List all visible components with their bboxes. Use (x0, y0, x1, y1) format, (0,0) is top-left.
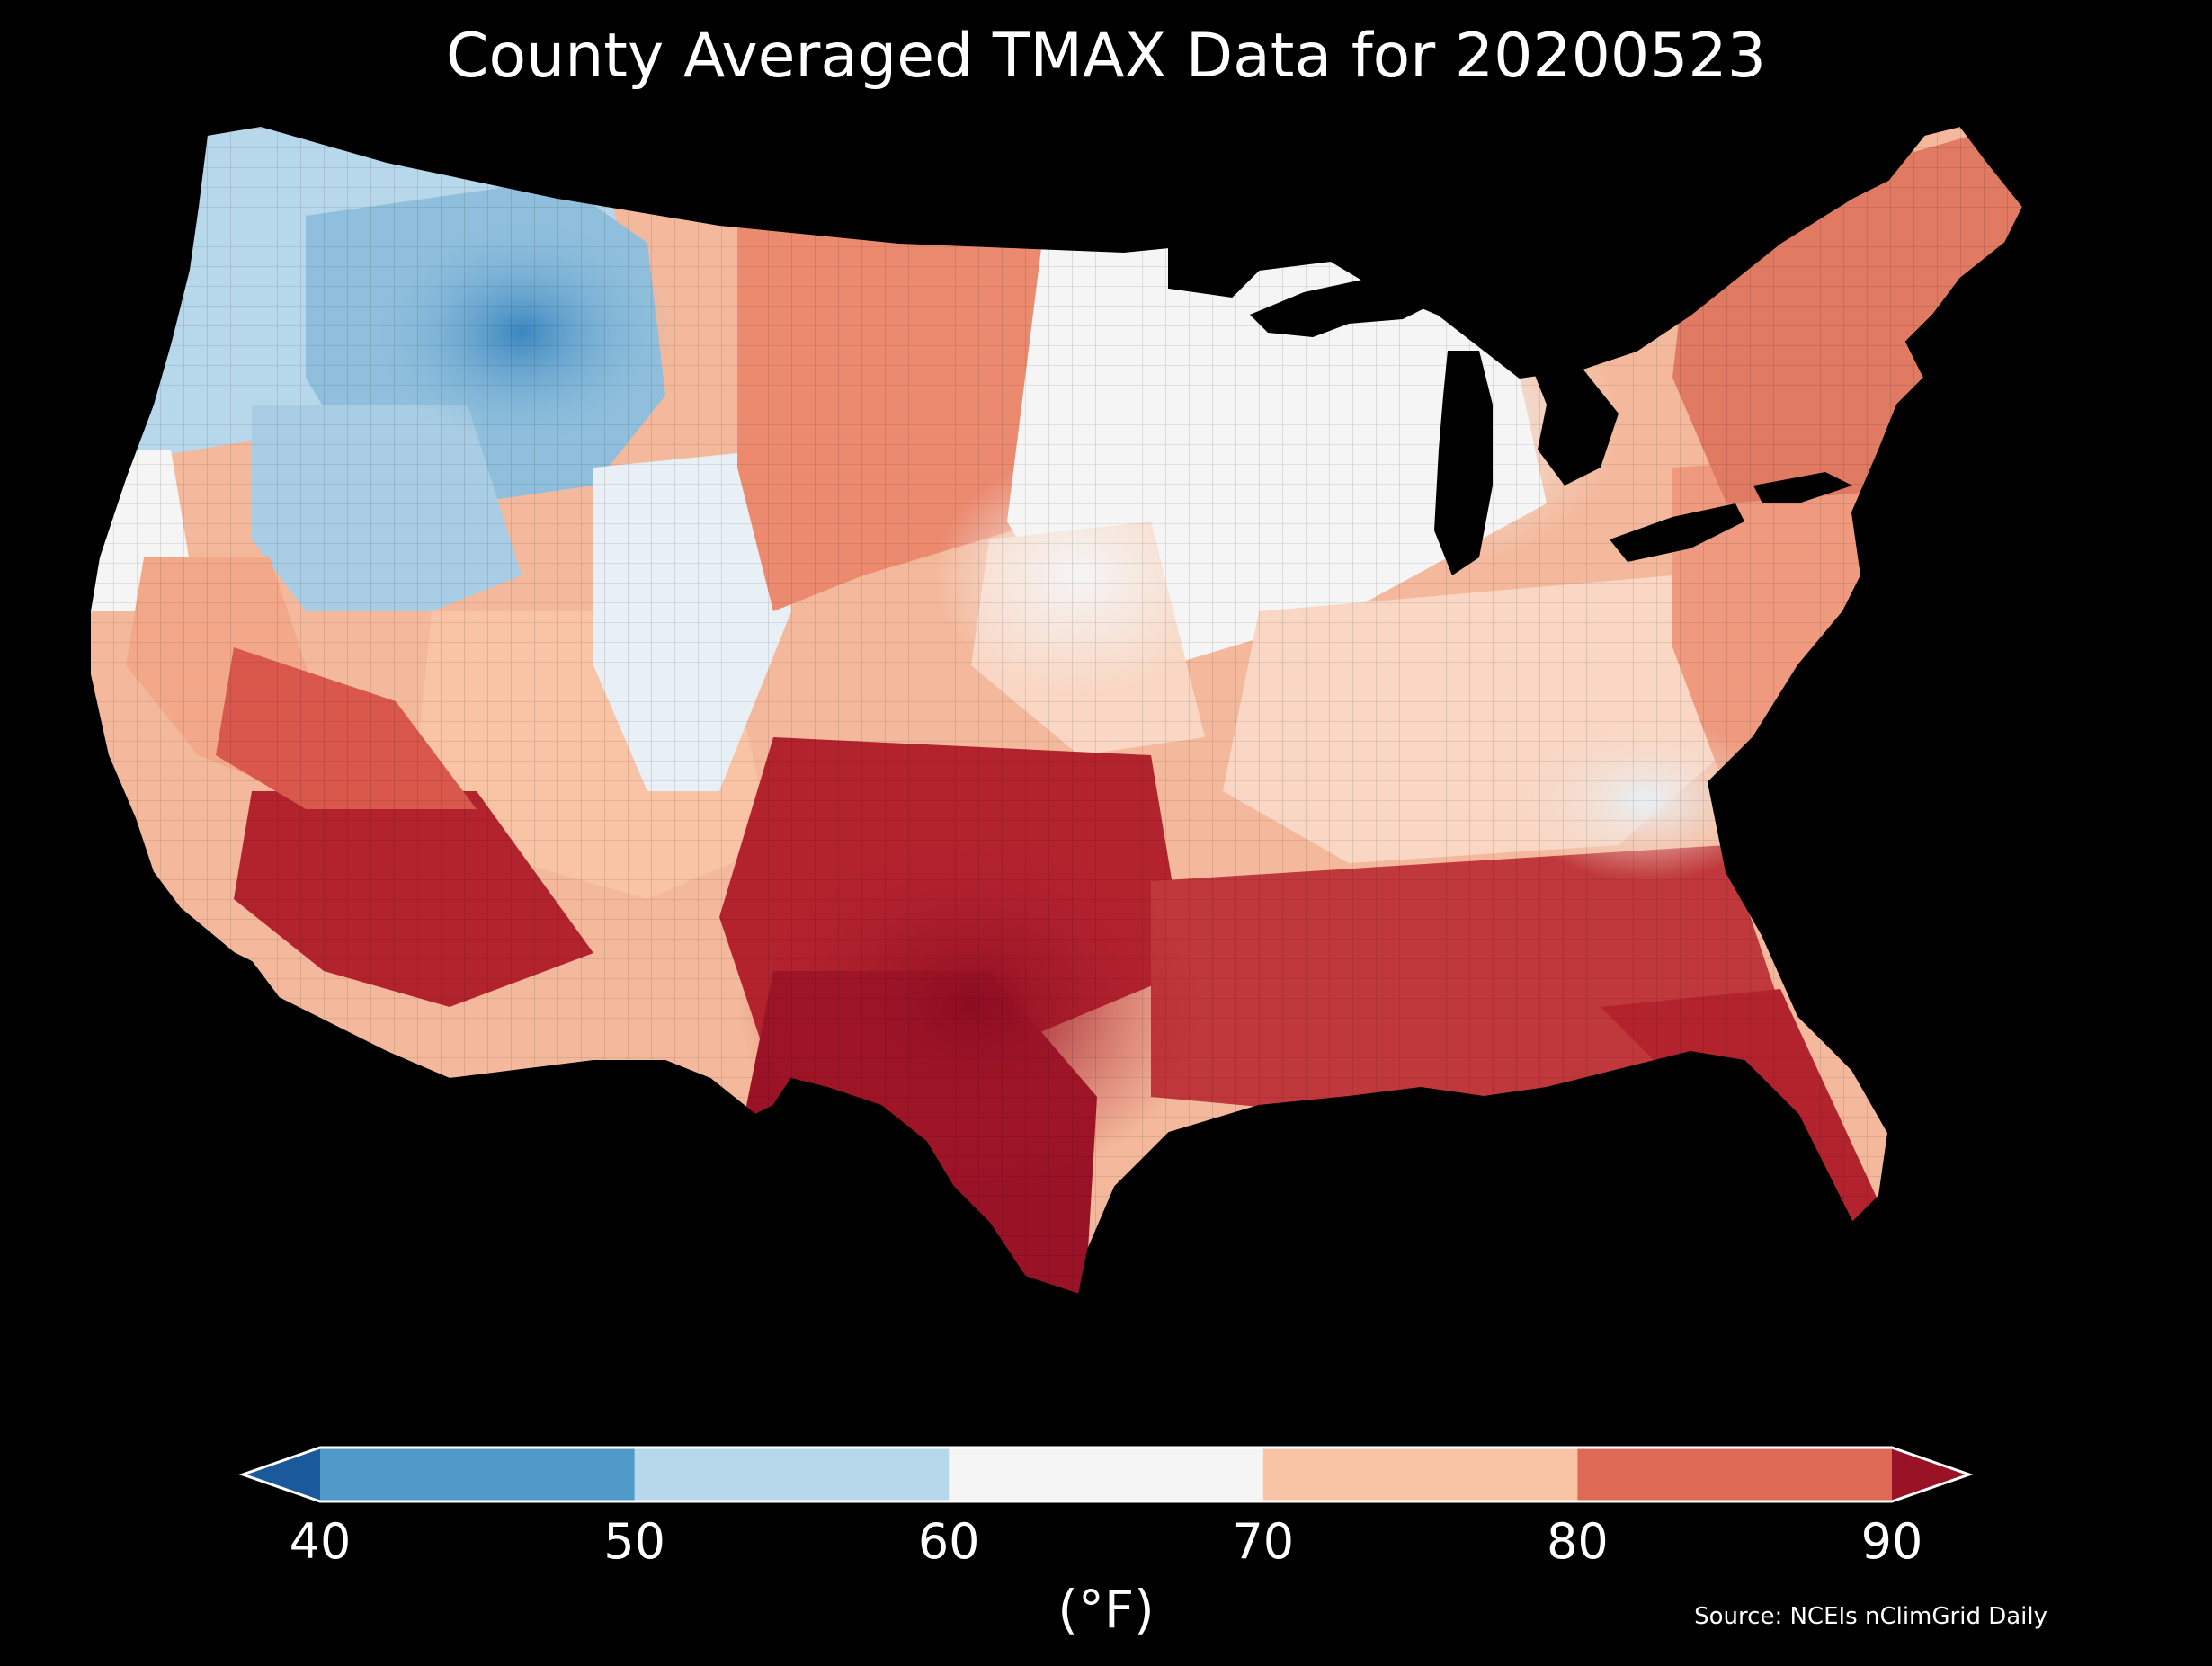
colorbar-bin (949, 1448, 1264, 1501)
colorbar-tick-label: 40 (289, 1513, 352, 1570)
colorbar-unit-label: (°F) (1057, 1579, 1155, 1640)
chesapeake-bay (1857, 629, 1884, 755)
colorbar-bin (1262, 1448, 1578, 1501)
colorbar (238, 1446, 1974, 1503)
colorbar-tick-label: 80 (1547, 1513, 1609, 1570)
lake-huron (1529, 360, 1619, 486)
lake-michigan (1434, 351, 1493, 575)
source-note: Source: NCEIs nClimGrid Daily (1694, 1603, 2047, 1630)
colorbar-tick-label: 60 (917, 1513, 980, 1570)
lake-ontario (1753, 472, 1852, 503)
colorbar-tick-label: 70 (1232, 1513, 1295, 1570)
colorbar-bin (1577, 1448, 1893, 1501)
colorbar-bin (634, 1448, 950, 1501)
lake-erie (1610, 503, 1744, 562)
colorbar-tick-label: 90 (1860, 1513, 1923, 1570)
usa-temperature-map (90, 124, 2025, 1296)
colorbar-extend-low (243, 1448, 320, 1501)
colorbar-tick-label: 50 (603, 1513, 665, 1570)
map-title: County Averaged TMAX Data for 20200523 (446, 21, 1766, 92)
colorbar-bin (320, 1448, 636, 1501)
colorbar-extend-high (1892, 1448, 1969, 1501)
